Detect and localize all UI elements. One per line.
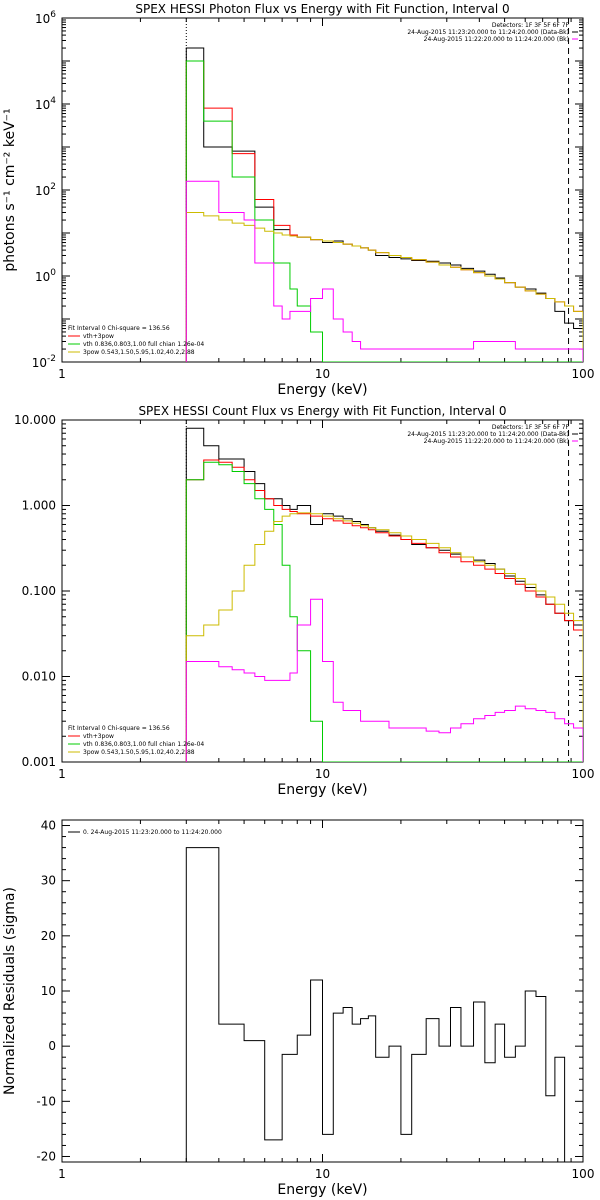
y-axis-label: photons s⁻¹ cm⁻² keV⁻¹ — [2, 108, 18, 271]
y-tick-label: 100 — [35, 268, 56, 284]
y-tick-label: 1.000 — [22, 499, 56, 513]
chart-title: SPEX HESSI Photon Flux vs Energy with Fi… — [135, 2, 509, 16]
x-tick-label: 1 — [58, 767, 66, 781]
y-tick-exp: 4 — [50, 96, 56, 106]
y-tick-base: 10 — [35, 184, 50, 198]
x-axis-label: Energy (keV) — [277, 382, 367, 398]
series-line-0 — [185, 427, 583, 762]
header-text-0: Detectors: 1F 3F 5F 6F 7F — [492, 22, 570, 29]
y-tick-label: -10 — [36, 1094, 56, 1108]
chart-panel-1: SPEX HESSI Count Flux vs Energy with Fit… — [14, 404, 594, 798]
y-tick-label: 106 — [35, 10, 56, 26]
y-tick-base: 10 — [32, 356, 47, 370]
legend-text-3: 3pow 0.543,1.50,5.95,1.02,40.2,2.88 — [83, 749, 195, 756]
y-tick-label: 102 — [35, 182, 56, 198]
series-line-4 — [185, 180, 583, 362]
header-text-0: Detectors: 1F 3F 5F 6F 7F — [492, 424, 570, 431]
header-text-2: 24-Aug-2015 11:22:20.000 to 11:24:20.000… — [424, 438, 569, 445]
y-axis-label: Normalized Residuals (sigma) — [2, 887, 18, 1095]
y-tick-label: 0.001 — [22, 755, 56, 769]
series-line-1 — [185, 459, 583, 762]
legend-text-0: Fit Interval 0 Chi-square = 136.56 — [68, 725, 170, 732]
x-axis-label: Energy (keV) — [277, 782, 367, 798]
x-axis-label: Energy (keV) — [277, 1182, 367, 1198]
series-line-1 — [185, 60, 583, 362]
x-tick-label: 1 — [58, 367, 66, 381]
y-tick-label: 104 — [35, 96, 56, 112]
series-line-3 — [185, 512, 583, 762]
series-line-0 — [185, 847, 583, 1162]
x-tick-label: 100 — [572, 767, 595, 781]
y-tick-base: 10 — [35, 270, 50, 284]
plot-frame — [61, 17, 584, 363]
legend-text-1: vth+3pow — [83, 333, 114, 340]
legend-text-0: 0. 24-Aug-2015 11:23:20.000 to 11:24:20.… — [83, 829, 222, 836]
legend-text-0: Fit Interval 0 Chi-square = 136.56 — [68, 325, 170, 332]
chart-panel-0: SPEX HESSI Photon Flux vs Energy with Fi… — [2, 2, 594, 398]
legend-text-2: vth 0.836,0.803,1.00 full chian 1.26e-04 — [83, 341, 204, 348]
y-tick-label: 10-2 — [32, 354, 56, 370]
x-tick-label: 10 — [315, 367, 330, 381]
y-tick-base: 10 — [35, 98, 50, 112]
chart-panel-2: 1 10 100 -20 -10 0 10 20 30 40 Energy (keV) Normali… — [2, 819, 594, 1198]
y-tick-label: 20 — [41, 929, 56, 943]
series-line-2 — [185, 461, 583, 762]
series-line-2 — [185, 60, 583, 362]
legend-text-1: vth+3pow — [83, 733, 114, 740]
y-tick-exp: 0 — [50, 268, 56, 278]
header-text-1: 24-Aug-2015 11:23:20.000 to 11:24:20.000… — [407, 29, 569, 36]
header-text-1: 24-Aug-2015 11:23:20.000 to 11:24:20.000… — [407, 431, 569, 438]
chart-title: SPEX HESSI Count Flux vs Energy with Fit… — [138, 404, 506, 418]
legend-text-3: 3pow 0.543,1.50,5.95,1.02,40.2,2.88 — [83, 349, 195, 356]
legend-text-2: vth 0.836,0.803,1.00 full chian 1.26e-04 — [83, 741, 204, 748]
y-tick-label: 30 — [41, 874, 56, 888]
y-tick-label: 40 — [41, 819, 56, 833]
x-tick-label: 1 — [58, 1167, 66, 1181]
x-tick-label: 10 — [315, 1167, 330, 1181]
y-tick-exp: 2 — [50, 182, 56, 192]
series-line-4 — [185, 598, 583, 762]
x-tick-label: 10 — [315, 767, 330, 781]
y-tick-label: 10 — [41, 984, 56, 998]
y-tick-label: 0 — [48, 1039, 56, 1053]
header-text-2: 24-Aug-2015 11:22:20.000 to 11:24:20.000… — [424, 36, 569, 43]
y-tick-label: 0.010 — [22, 670, 56, 684]
y-tick-exp: 6 — [50, 10, 56, 20]
x-tick-label: 100 — [572, 1167, 595, 1181]
y-tick-label: 10.000 — [14, 413, 56, 427]
y-tick-exp: -2 — [47, 354, 56, 364]
x-tick-label: 100 — [572, 367, 595, 381]
y-tick-base: 10 — [35, 12, 50, 26]
y-tick-label: -20 — [36, 1149, 56, 1163]
y-tick-label: 0.100 — [22, 584, 56, 598]
series-line-0 — [185, 47, 583, 362]
series-line-3 — [185, 211, 583, 362]
